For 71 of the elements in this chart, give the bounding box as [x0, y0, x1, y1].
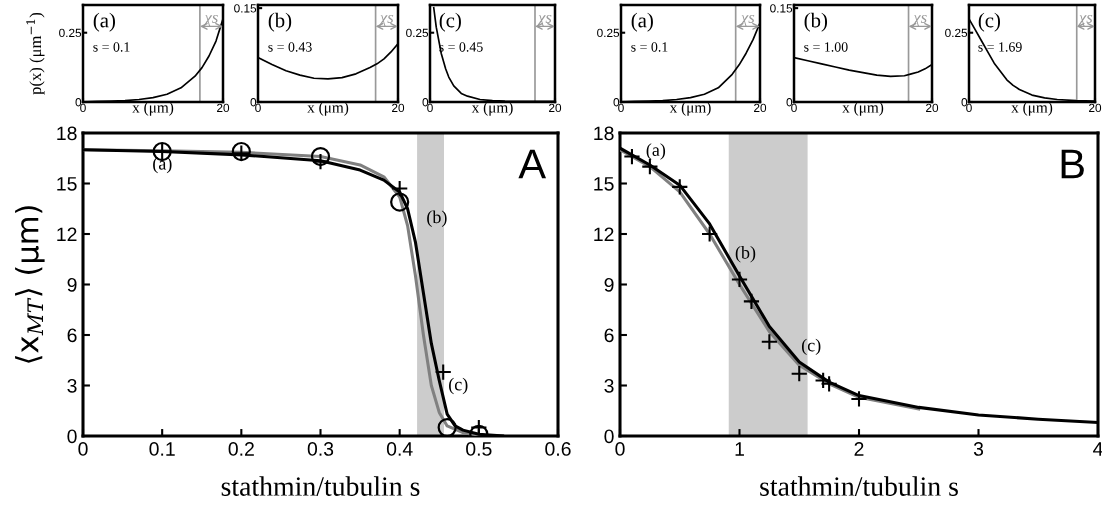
annotation: (b) [804, 12, 828, 32]
y-tick-label: 9 [604, 277, 614, 292]
annotation: s = 1.00 [804, 42, 848, 52]
y-tick-label: 0.15 [770, 4, 793, 13]
annotation: (c) [801, 338, 821, 356]
x-tick-label: 20 [1089, 103, 1102, 113]
x-tick-label: 0.3 [307, 442, 334, 456]
y-tick-label: 0 [604, 429, 614, 444]
ref-line-label: χs [203, 14, 218, 27]
annotation: s = 1.69 [978, 42, 1022, 52]
y-tick-label: 0.25 [59, 28, 82, 38]
y-tick-label: 3 [604, 378, 614, 393]
annotation: A [518, 149, 547, 179]
annotation: (c) [449, 377, 468, 395]
x-axis-title: x (μm) [307, 101, 349, 116]
ref-line-label: χs [1077, 14, 1093, 27]
y-tick-label: 15 [57, 177, 77, 191]
x-axis-title: stathmin/tubulin s [221, 476, 420, 496]
ref-line-label: χs [912, 14, 927, 27]
x-tick-label: 20 [754, 103, 767, 113]
y-tick-label: 18 [594, 126, 614, 141]
y-tick-label: 0.25 [945, 28, 968, 38]
y-tick-label: 0.15 [234, 4, 257, 13]
x-axis-title: x (μm) [132, 101, 174, 116]
y-axis-title: p(x) (μm$^{−1}$) [26, 12, 45, 95]
y-tick-label: 6 [604, 328, 614, 343]
x-tick-label: 0.6 [545, 442, 571, 456]
y-tick-label: 9 [67, 277, 77, 292]
x-tick-label: 0.4 [386, 442, 413, 456]
x-axis-title: stathmin/tubulin s [760, 476, 958, 496]
annotation: (a) [93, 12, 116, 32]
x-tick-label: 20 [926, 103, 939, 113]
annotation: (c) [439, 12, 461, 32]
annotation: (b) [427, 210, 447, 227]
annotation: s = 0.1 [631, 42, 668, 52]
annotation: s = 0.43 [268, 42, 312, 52]
ref-line-label: χs [739, 14, 755, 27]
x-tick-label: 20 [217, 103, 230, 113]
ref-line-label: χs [378, 14, 394, 27]
y-tick-label: 6 [67, 328, 77, 343]
y-tick-label: 0.25 [597, 28, 620, 38]
y-tick-label: 12 [594, 227, 614, 242]
annotation: (a) [631, 12, 653, 32]
x-tick-label: 0.2 [228, 442, 254, 456]
x-axis-title: x (μm) [1011, 101, 1053, 116]
annotation: (b) [735, 246, 756, 263]
annotation: B [1061, 149, 1084, 179]
x-tick-label: 0.1 [149, 442, 175, 456]
x-tick-label: 1 [735, 442, 744, 456]
annotation: (b) [268, 12, 292, 32]
annotation: (c) [978, 12, 1001, 32]
y-tick-label: 0.25 [406, 28, 429, 38]
y-tick-label: 3 [67, 378, 77, 393]
x-axis-title: x (μm) [842, 101, 884, 116]
x-tick-label: 20 [549, 103, 562, 113]
y-tick-label: 0 [67, 429, 77, 444]
x-tick-label: 20 [392, 103, 405, 113]
x-axis-title: x (μm) [669, 101, 711, 116]
annotation: (a) [646, 143, 666, 160]
x-tick-label: 4 [1093, 442, 1102, 456]
y-axis-title: ⟨x$_{MT}$⟩ (μm) [15, 206, 45, 363]
x-tick-label: 2 [854, 442, 864, 456]
y-tick-label: 15 [594, 177, 614, 191]
y-tick-label: 12 [57, 227, 77, 242]
x-axis-title: x (μm) [471, 101, 513, 116]
x-tick-label: 3 [973, 442, 984, 456]
annotation: (a) [153, 156, 172, 174]
y-tick-label: 18 [57, 126, 77, 141]
annotation: s = 0.1 [93, 42, 130, 52]
x-tick-label: 0.5 [466, 442, 492, 456]
ref-line-label: χs [536, 14, 552, 27]
